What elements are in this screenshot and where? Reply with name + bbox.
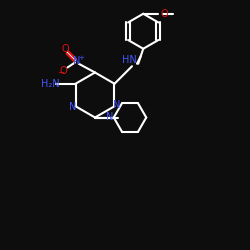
Text: O: O: [60, 66, 68, 76]
Text: N: N: [106, 112, 114, 122]
Text: O: O: [61, 44, 69, 54]
Text: O: O: [160, 9, 168, 19]
Text: HN: HN: [122, 55, 137, 65]
Text: H₂N: H₂N: [41, 79, 60, 89]
Text: N: N: [113, 100, 121, 110]
Text: −: −: [57, 68, 64, 77]
Text: N: N: [69, 102, 77, 113]
Text: +: +: [78, 55, 84, 61]
Text: N: N: [72, 56, 80, 66]
